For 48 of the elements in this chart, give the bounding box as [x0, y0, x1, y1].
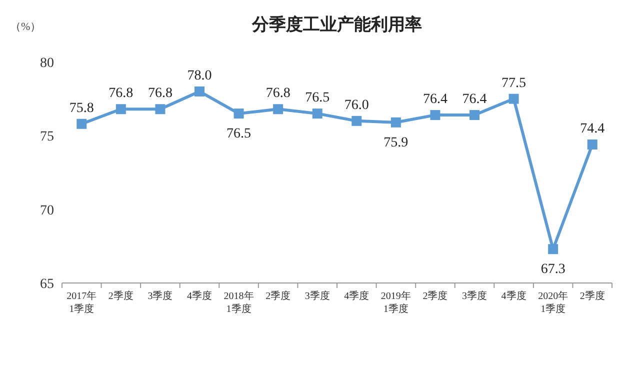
point [587, 140, 598, 150]
point [470, 110, 480, 120]
data-label: 77.5 [502, 76, 526, 91]
data-label: 76.0 [344, 98, 369, 113]
y-tick-label: 75 [40, 130, 54, 145]
point [234, 108, 244, 119]
x-tick-label: 2020年 1季度 [538, 290, 568, 315]
x-tick-label: 2季度 [108, 290, 134, 302]
point [194, 86, 204, 96]
y-tick-label: 80 [40, 56, 54, 71]
x-tick-label: 2018年 1季度 [224, 290, 254, 315]
data-label: 67.3 [540, 262, 566, 278]
x-tick-label: 4季度 [187, 290, 212, 302]
data-label: 74.4 [580, 122, 605, 137]
data-label: 76.4 [422, 92, 448, 108]
x-tick-label: 3季度 [148, 290, 173, 302]
data-label: 75.8 [69, 100, 94, 116]
y-tick-label: 65 [40, 277, 54, 292]
x-tick-label: 2季度 [580, 290, 605, 302]
point [508, 94, 519, 104]
y-axis-title: （%） [10, 21, 42, 33]
x-tick-label: 4季度 [501, 290, 526, 302]
point [390, 117, 401, 128]
point [155, 104, 166, 114]
data-label: 76.5 [305, 90, 330, 106]
point [548, 244, 558, 254]
data-label: 76.8 [266, 86, 290, 102]
point [312, 108, 322, 119]
x-tick-label: 2017年 1季度 [66, 290, 97, 315]
data-label: 76.8 [108, 86, 134, 102]
point [352, 116, 362, 126]
data-label: 76.4 [462, 92, 487, 108]
data-label: 75.9 [384, 135, 408, 150]
data-label: 76.5 [226, 126, 252, 142]
point [76, 118, 87, 129]
point [116, 104, 126, 114]
x-tick-label: 3季度 [304, 290, 330, 302]
x-tick-label: 3季度 [462, 290, 487, 302]
data-label: 78.0 [187, 68, 212, 84]
x-tick-label: 2季度 [266, 290, 291, 302]
x-tick-label: 4季度 [344, 290, 370, 302]
x-tick-label: 2季度 [422, 290, 448, 302]
chart-title: 分季度工业产能利用率 [251, 15, 422, 34]
data-label: 76.8 [148, 86, 172, 102]
point [430, 110, 440, 120]
y-tick-label: 70 [40, 203, 54, 218]
x-tick-label: 2019年 1季度 [380, 290, 411, 315]
point [273, 104, 284, 114]
